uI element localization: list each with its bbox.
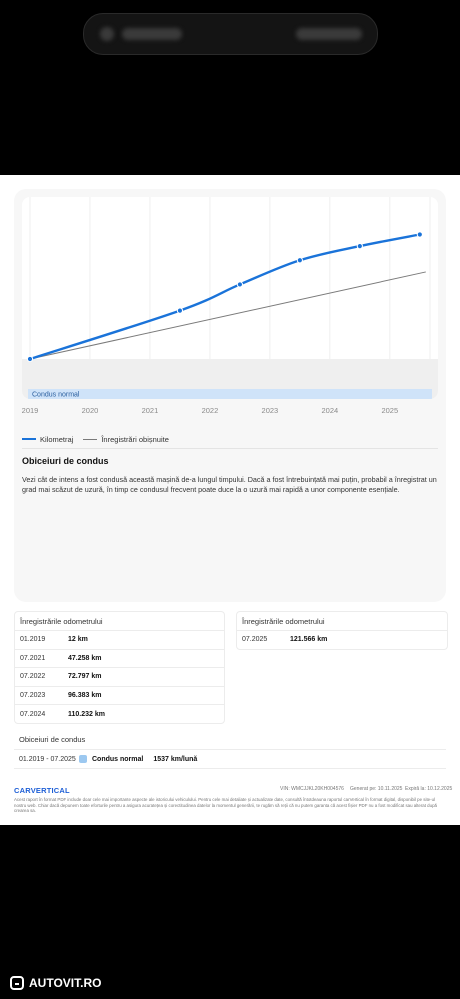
normal-driving-band <box>28 389 432 399</box>
mileage-point[interactable] <box>236 281 243 288</box>
mileage-point[interactable] <box>416 231 423 238</box>
x-tick-label: 2024 <box>321 406 339 415</box>
odometer-date: 07.2024 <box>20 710 46 718</box>
odometer-km: 96.383 km <box>68 692 102 700</box>
legend-label-normal: Înregistrări obișnuite <box>101 434 169 444</box>
odometer-row: 07.2025 121.566 km <box>237 631 447 649</box>
expiry-date: Expiră la: 10.12.2025 <box>405 786 453 792</box>
x-tick-label: 2020 <box>81 406 99 415</box>
driving-habits-table: Obiceiuri de condus 01.2019 - 07.2025 Co… <box>14 730 446 769</box>
odometer-row: 07.2023 96.383 km <box>15 687 224 706</box>
driving-habits-label: Condus normal <box>92 755 144 763</box>
odometer-km: 72.797 km <box>68 673 102 681</box>
odometer-date: 01.2019 <box>20 636 46 644</box>
normal-records-line <box>29 271 426 360</box>
mileage-line <box>28 233 422 361</box>
normal-driving-swatch <box>79 755 87 763</box>
report-page[interactable]: Condus normal 2019 2020 2021 2022 2023 2024 20… <box>0 175 460 825</box>
odometer-date: 07.2023 <box>20 692 46 700</box>
generated-date: Generat pe: 10.11.2025 <box>350 786 403 792</box>
x-tick-label: 2021 <box>141 406 159 415</box>
x-tick-label: 2019 <box>21 406 39 415</box>
odometer-row: 01.2019 12 km <box>15 631 224 650</box>
mileage-card: Condus normal 2019 2020 2021 2022 2023 2024 20… <box>14 189 446 602</box>
vin-text: VIN: WMCJJKL20KH004576 <box>280 786 344 792</box>
odometer-km: 12 km <box>68 636 88 644</box>
odometer-row: 07.2021 47.258 km <box>15 650 224 669</box>
blurred-detail <box>296 28 362 40</box>
odometer-table-title: Înregistrările odometrului <box>15 612 224 631</box>
mileage-point[interactable] <box>176 307 184 314</box>
blurred-name <box>122 28 182 40</box>
disclaimer-text: Acest raport în format PDF include doar … <box>14 797 437 814</box>
driving-habits-text: Vezi cât de intens a fost condusă aceast… <box>22 475 437 494</box>
legend-swatch-mileage <box>22 437 36 441</box>
odometer-date: 07.2022 <box>20 673 46 681</box>
odometer-table-right: Înregistrările odometrului 07.2025 121.56… <box>236 611 448 650</box>
normal-driving-band-label: Condus normal <box>32 392 80 399</box>
autovit-logo-icon <box>10 976 24 990</box>
driving-habits-range: 01.2019 - 07.2025 <box>19 755 76 763</box>
mileage-chart: Condus normal <box>22 197 438 399</box>
watermark-text: AUTOVIT.RO <box>29 976 102 990</box>
mileage-point[interactable] <box>26 355 34 363</box>
legend-swatch-normal <box>83 438 98 440</box>
chart-legend: Kilometraj Înregistrări obișnuite <box>22 433 169 445</box>
odometer-row: 07.2024 110.232 km <box>15 705 224 723</box>
odometer-km: 47.258 km <box>68 654 102 662</box>
mileage-point[interactable] <box>296 257 303 264</box>
mileage-point[interactable] <box>356 243 363 250</box>
driving-habits-row: 01.2019 - 07.2025 Condus normal 1537 km/… <box>14 750 446 769</box>
x-axis-ticks: 2019 2020 2021 2022 2023 2024 2025 <box>22 406 438 418</box>
odometer-table-title: Înregistrările odometrului <box>237 612 447 631</box>
blurred-avatar <box>100 27 114 41</box>
legend-label-mileage: Kilometraj <box>40 434 74 444</box>
x-tick-label: 2023 <box>261 406 279 415</box>
driving-habits-title: Obiceiuri de condus <box>22 456 109 466</box>
mileage-chart-svg: Condus normal <box>22 197 438 399</box>
odometer-date: 07.2021 <box>20 654 46 662</box>
odometer-km: 121.566 km <box>290 636 328 644</box>
x-tick-label: 2025 <box>381 406 399 415</box>
odometer-km: 110.232 km <box>68 710 105 718</box>
odometer-date: 07.2025 <box>242 636 268 644</box>
odometer-table-left: Înregistrările odometrului 01.2019 12 km 0… <box>14 611 225 724</box>
carvertical-logo: CARVERTICAL <box>14 786 70 795</box>
x-tick-label: 2022 <box>201 406 219 415</box>
driving-habits-table-title: Obiceiuri de condus <box>14 730 446 750</box>
autovit-watermark: AUTOVIT.RO <box>10 976 101 990</box>
blurred-title-pill <box>83 13 378 55</box>
divider <box>22 448 438 449</box>
odometer-row: 07.2022 72.797 km <box>15 668 224 687</box>
driving-habits-value: 1537 km/lună <box>153 755 198 763</box>
